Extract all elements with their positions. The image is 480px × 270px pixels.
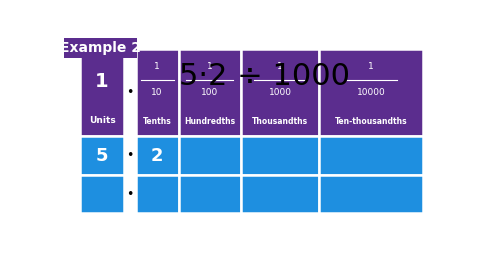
Text: 1: 1 (95, 72, 109, 91)
Text: 10: 10 (151, 88, 163, 97)
Text: •: • (126, 149, 133, 162)
Text: •: • (126, 86, 133, 99)
Text: 5: 5 (96, 147, 108, 165)
Text: 100: 100 (201, 88, 218, 97)
Text: Tenths: Tenths (143, 117, 171, 126)
FancyBboxPatch shape (64, 38, 137, 58)
Text: Example 2: Example 2 (60, 41, 141, 55)
FancyBboxPatch shape (320, 49, 423, 136)
FancyBboxPatch shape (81, 136, 124, 175)
FancyBboxPatch shape (179, 136, 240, 175)
Text: 1000: 1000 (268, 88, 291, 97)
FancyBboxPatch shape (81, 175, 124, 213)
FancyBboxPatch shape (240, 136, 320, 175)
FancyBboxPatch shape (240, 49, 320, 136)
Text: Hundredths: Hundredths (184, 117, 235, 126)
FancyBboxPatch shape (320, 175, 423, 213)
Text: 5·2 ÷ 1000: 5·2 ÷ 1000 (179, 62, 350, 90)
FancyBboxPatch shape (135, 136, 179, 175)
FancyBboxPatch shape (179, 49, 240, 136)
FancyBboxPatch shape (81, 49, 124, 136)
FancyBboxPatch shape (135, 49, 179, 136)
Text: 1: 1 (207, 62, 213, 71)
Text: 1: 1 (277, 62, 283, 71)
Text: Ten-thousandths: Ten-thousandths (335, 117, 408, 126)
FancyBboxPatch shape (240, 175, 320, 213)
Text: •: • (126, 188, 133, 201)
Text: 1: 1 (154, 62, 160, 71)
Text: Thousandths: Thousandths (252, 117, 308, 126)
Text: Units: Units (89, 116, 115, 125)
FancyBboxPatch shape (179, 175, 240, 213)
Text: 2: 2 (151, 147, 163, 165)
Text: 10000: 10000 (357, 88, 385, 97)
FancyBboxPatch shape (320, 136, 423, 175)
FancyBboxPatch shape (135, 175, 179, 213)
Text: 1: 1 (368, 62, 374, 71)
